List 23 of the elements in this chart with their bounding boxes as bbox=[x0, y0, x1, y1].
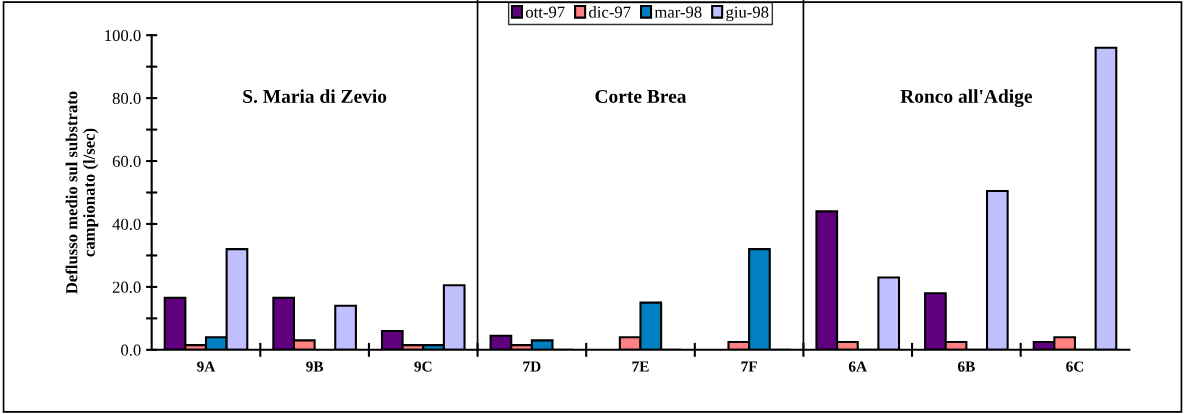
y-tick-label: 60.0 bbox=[112, 155, 141, 168]
x-tick-label: 7E bbox=[632, 361, 649, 372]
y-tick-label: 80.0 bbox=[112, 92, 141, 105]
x-tick-label: 6C bbox=[1066, 361, 1084, 372]
x-tick-label: 9A bbox=[197, 361, 216, 372]
x-tick-label: 6B bbox=[957, 361, 975, 372]
y-axis-title: Deflusso medio sul substrato campionato (l/sec) bbox=[65, 91, 99, 294]
legend-label: ott-97 bbox=[525, 6, 565, 18]
y-tick-label: 20.0 bbox=[112, 281, 141, 293]
annotation: Corte Brea bbox=[595, 89, 687, 103]
y-tick-label: 40.0 bbox=[112, 218, 141, 230]
x-tick-label: 6A bbox=[848, 361, 867, 372]
annotation: Ronco all'Adige bbox=[900, 89, 1033, 108]
x-tick-label: 7F bbox=[741, 361, 757, 372]
y-tick-label: 100.0 bbox=[105, 29, 141, 42]
x-tick-label: 9C bbox=[414, 361, 432, 372]
x-tick-label: 7D bbox=[523, 361, 541, 372]
legend-label: mar-98 bbox=[654, 6, 702, 18]
legend-label: dic-97 bbox=[589, 6, 631, 18]
y-tick-label: 0.0 bbox=[121, 344, 141, 356]
annotation: S. Maria di Zevio bbox=[243, 89, 387, 104]
legend-label: giu-98 bbox=[726, 6, 769, 22]
x-tick-label: 9B bbox=[306, 361, 324, 372]
